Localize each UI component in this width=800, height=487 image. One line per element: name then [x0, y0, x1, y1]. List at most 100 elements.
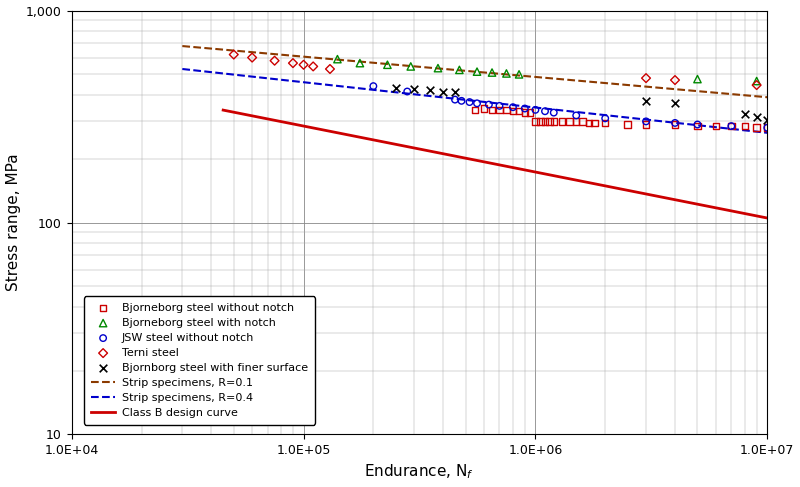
Bjorneborg steel without notch [750, 124, 763, 131]
Bjorneborg steel with notch [431, 64, 444, 72]
JSW steel without notch [449, 96, 462, 104]
Terni steel [227, 51, 240, 58]
Bjornborg steel with finer surface [669, 99, 682, 107]
Terni steel [246, 54, 258, 61]
Bjorneborg steel without notch [500, 106, 513, 114]
Bjorneborg steel without notch [518, 109, 531, 116]
Bjorneborg steel without notch [599, 119, 612, 127]
JSW steel without notch [761, 124, 774, 131]
Class B design curve [716, 206, 726, 212]
Bjorneborg steel with notch [331, 55, 344, 63]
Bjorneborg steel without notch [669, 121, 682, 129]
Y-axis label: Stress range, MPa: Stress range, MPa [6, 154, 21, 291]
Strip specimens, R=0.1 [538, 75, 548, 80]
Class B design curve [220, 108, 230, 113]
Bjorneborg steel without notch [529, 117, 542, 125]
Bjorneborg steel without notch [588, 119, 601, 127]
Bjorneborg steel with notch [486, 69, 498, 76]
Bjorneborg steel without notch [725, 122, 738, 130]
JSW steel without notch [725, 122, 738, 130]
Terni steel [640, 74, 653, 82]
Terni steel [669, 76, 682, 84]
Line: Strip specimens, R=0.1: Strip specimens, R=0.1 [182, 46, 772, 98]
Strip specimens, R=0.1 [674, 87, 684, 93]
Bjorneborg steel without notch [622, 121, 634, 129]
JSW steel without notch [570, 112, 582, 119]
Strip specimens, R=0.4 [712, 124, 722, 130]
Bjorneborg steel without notch [513, 107, 526, 115]
Strip specimens, R=0.4 [526, 104, 536, 110]
Bjorneborg steel without notch [506, 107, 519, 115]
Strip specimens, R=0.4 [674, 120, 684, 126]
Class B design curve [681, 199, 690, 205]
Terni steel [750, 81, 763, 89]
Strip specimens, R=0.4 [767, 131, 777, 136]
Bjornborg steel with finer surface [449, 88, 462, 96]
Strip specimens, R=0.1 [529, 74, 538, 80]
Bjornborg steel with finer surface [761, 116, 774, 124]
Bjornborg steel with finer surface [750, 113, 763, 121]
Bjorneborg steel without notch [547, 117, 560, 125]
Bjorneborg steel without notch [524, 109, 537, 116]
Strip specimens, R=0.1 [712, 90, 722, 96]
Bjorneborg steel without notch [761, 124, 774, 131]
Bjorneborg steel without notch [493, 106, 506, 114]
Bjorneborg steel without notch [691, 122, 704, 130]
Bjorneborg steel without notch [563, 117, 576, 125]
Class B design curve [543, 171, 553, 177]
Bjorneborg steel without notch [478, 105, 490, 112]
Terni steel [306, 62, 319, 70]
Bjorneborg steel with notch [470, 68, 483, 75]
JSW steel without notch [470, 99, 483, 107]
JSW steel without notch [401, 88, 414, 95]
Bjorneborg steel with notch [691, 75, 704, 83]
Terni steel [268, 57, 281, 65]
JSW steel without notch [529, 106, 542, 114]
JSW steel without notch [506, 103, 519, 111]
JSW steel without notch [367, 82, 380, 90]
Bjorneborg steel with notch [404, 62, 417, 70]
Bjornborg steel with finer surface [390, 84, 402, 92]
JSW steel without notch [640, 117, 653, 125]
Legend: Bjorneborg steel without notch, Bjorneborg steel with notch, JSW steel without n: Bjorneborg steel without notch, Bjornebo… [84, 296, 314, 425]
Terni steel [286, 59, 299, 67]
Strip specimens, R=0.4 [178, 66, 187, 72]
Line: Strip specimens, R=0.4: Strip specimens, R=0.4 [182, 69, 772, 133]
Bjorneborg steel without notch [534, 117, 546, 125]
Bjorneborg steel without notch [738, 122, 751, 130]
Bjorneborg steel without notch [486, 106, 498, 114]
Bjorneborg steel without notch [640, 121, 653, 129]
Bjornborg steel with finer surface [423, 87, 436, 94]
Bjornborg steel with finer surface [408, 85, 421, 93]
JSW steel without notch [493, 102, 506, 110]
Terni steel [323, 65, 336, 73]
Bjorneborg steel without notch [555, 117, 568, 125]
Bjorneborg steel without notch [538, 117, 551, 125]
Strip specimens, R=0.1 [179, 43, 189, 49]
Bjorneborg steel with notch [381, 61, 394, 69]
JSW steel without notch [599, 114, 612, 122]
Strip specimens, R=0.1 [767, 95, 777, 101]
Line: Class B design curve: Class B design curve [223, 110, 772, 219]
Strip specimens, R=0.1 [178, 43, 187, 49]
Bjorneborg steel with notch [354, 59, 366, 67]
Bjorneborg steel with notch [513, 71, 526, 78]
JSW steel without notch [691, 121, 704, 129]
Strip specimens, R=0.4 [538, 106, 548, 112]
JSW steel without notch [518, 105, 531, 112]
Class B design curve [545, 172, 554, 178]
JSW steel without notch [455, 97, 468, 105]
Bjornborg steel with finer surface [437, 88, 450, 95]
JSW steel without notch [482, 101, 495, 109]
Bjorneborg steel with notch [500, 70, 513, 77]
Bjorneborg steel with notch [750, 77, 763, 85]
Bjornborg steel with finer surface [640, 97, 653, 105]
JSW steel without notch [538, 107, 551, 115]
Strip specimens, R=0.4 [179, 66, 189, 72]
JSW steel without notch [463, 98, 476, 106]
Class B design curve [767, 216, 777, 222]
Bjorneborg steel without notch [582, 119, 595, 127]
X-axis label: Endurance, N$_f$: Endurance, N$_f$ [365, 463, 474, 482]
Terni steel [297, 61, 310, 69]
Bjorneborg steel with notch [453, 66, 466, 74]
